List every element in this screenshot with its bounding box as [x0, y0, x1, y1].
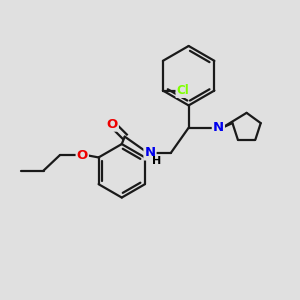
Text: H: H — [152, 156, 161, 166]
Text: O: O — [106, 118, 118, 130]
Text: N: N — [144, 146, 156, 160]
Text: N: N — [213, 121, 224, 134]
Text: O: O — [76, 148, 88, 162]
Text: Cl: Cl — [176, 84, 189, 97]
